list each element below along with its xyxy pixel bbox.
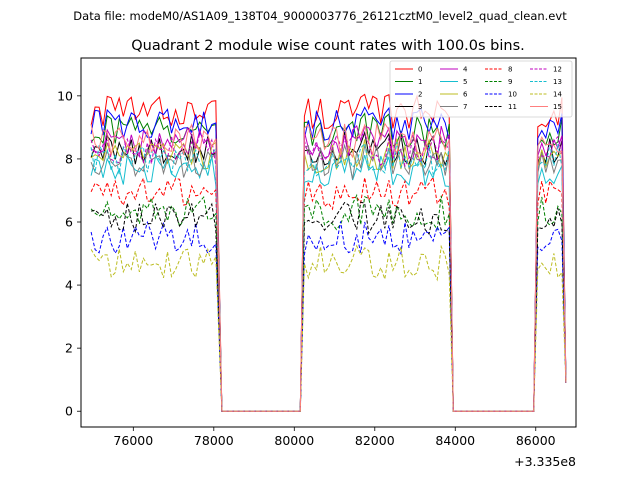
legend-label-11: 11: [508, 103, 517, 111]
series-line-3: [90, 130, 567, 412]
series-line-11: [90, 201, 567, 412]
series-line-9: [90, 193, 567, 412]
chart-title: Quadrant 2 module wise count rates with …: [131, 38, 525, 54]
y-tick-label: 10: [57, 88, 73, 103]
y-tick-label: 4: [65, 278, 73, 293]
series-lines: [90, 93, 567, 412]
legend-label-10: 10: [508, 91, 517, 99]
y-tick-label: 8: [65, 151, 73, 166]
legend-label-1: 1: [418, 78, 422, 86]
legend-label-13: 13: [553, 78, 562, 86]
x-tick-label: 78000: [194, 433, 234, 448]
y-tick-label: 2: [65, 341, 73, 356]
suptitle: Data file: modeM0/AS1A09_138T04_90000037…: [73, 9, 567, 23]
series-line-4: [90, 124, 567, 412]
legend-label-7: 7: [463, 103, 467, 111]
series-line-13: [90, 141, 567, 412]
legend-label-9: 9: [508, 78, 512, 86]
y-tick-label: 6: [65, 215, 73, 230]
legend-label-12: 12: [553, 66, 562, 74]
series-line-5: [90, 154, 567, 412]
x-tick-label: 84000: [435, 433, 475, 448]
y-axis: 0 2 4 6 8 10: [57, 88, 81, 419]
legend-label-0: 0: [418, 66, 422, 74]
x-offset-label: +3.335e8: [514, 454, 576, 469]
legend-label-14: 14: [553, 91, 562, 99]
x-tick-label: 80000: [274, 433, 314, 448]
series-line-1: [90, 112, 567, 412]
series-line-10: [90, 220, 567, 412]
legend-box: [389, 60, 573, 118]
legend-label-15: 15: [553, 103, 562, 111]
legend-label-2: 2: [418, 91, 422, 99]
x-tick-label: 82000: [355, 433, 395, 448]
series-line-8: [90, 175, 567, 412]
y-tick-label: 0: [65, 404, 73, 419]
plot-frame: [80, 57, 577, 428]
legend-label-6: 6: [463, 91, 468, 99]
legend-label-4: 4: [463, 66, 468, 74]
series-line-15: [90, 122, 567, 412]
series-line-7: [90, 143, 567, 412]
x-tick-label: 86000: [516, 433, 556, 448]
legend-label-5: 5: [463, 78, 467, 86]
legend-label-3: 3: [418, 103, 422, 111]
series-line-14: [90, 244, 567, 412]
x-axis: 76000 78000 80000 82000 84000 86000: [113, 427, 556, 448]
x-tick-label: 76000: [113, 433, 153, 448]
legend-label-8: 8: [508, 66, 512, 74]
